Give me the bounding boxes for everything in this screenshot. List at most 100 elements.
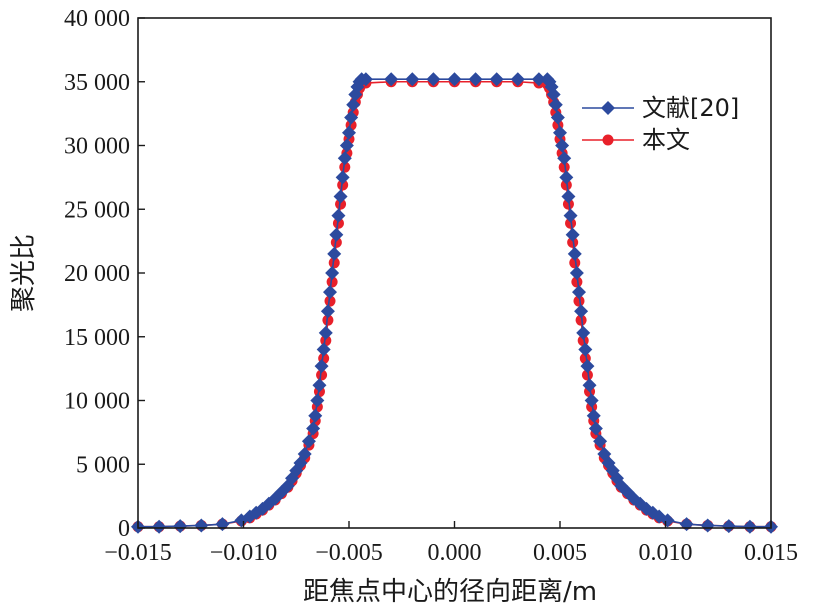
y-tick-label: 15 000 (64, 325, 130, 351)
x-tick-label: 0.010 (639, 540, 693, 566)
data-point (489, 72, 504, 87)
data-point (593, 434, 608, 449)
x-tick-label: 0.000 (428, 540, 482, 566)
data-point (575, 314, 587, 326)
data-point (569, 266, 584, 280)
data-point (297, 447, 312, 462)
data-point (405, 72, 420, 87)
data-point (344, 110, 359, 125)
data-point (316, 369, 328, 381)
y-axis-title: 聚光比 (9, 234, 39, 312)
data-point (562, 198, 574, 210)
data-point (573, 295, 585, 307)
data-point (318, 325, 333, 340)
data-point (333, 189, 348, 204)
data-point (721, 519, 736, 534)
data-point (329, 227, 344, 242)
data-point (173, 519, 188, 534)
data-point (531, 72, 546, 87)
data-point (327, 246, 342, 261)
data-point (569, 257, 581, 269)
x-tick-label: −0.015 (104, 540, 172, 566)
data-point (559, 170, 574, 185)
data-point (346, 97, 361, 112)
data-point (546, 87, 561, 102)
data-point (312, 378, 327, 393)
data-point (553, 125, 567, 140)
data-point (742, 519, 757, 534)
data-point (316, 342, 331, 357)
data-point (578, 342, 593, 357)
data-point (558, 161, 570, 173)
data-point (335, 170, 350, 185)
data-point (358, 72, 373, 87)
legend-entry: 本文 (582, 126, 690, 154)
data-point (700, 518, 715, 533)
data-point (576, 325, 591, 340)
data-point (561, 189, 576, 204)
data-point (330, 236, 342, 248)
y-tick-label: 5 000 (76, 452, 130, 478)
data-point (339, 138, 354, 153)
data-point (586, 408, 601, 423)
data-point (314, 359, 329, 374)
axis-ticks: −0.015 −0.010 −0.005 0.000 0.005 0.010 0.015 0 5… (64, 6, 798, 566)
data-point (555, 138, 570, 153)
data-point (557, 151, 572, 166)
data-point (468, 72, 483, 87)
y-tick-label: 25 000 (64, 197, 130, 223)
data-point (339, 161, 351, 173)
data-point (588, 421, 603, 436)
data-point (679, 517, 694, 532)
data-point (426, 72, 441, 87)
data-point (571, 285, 586, 300)
y-tick-label: 0 (118, 516, 130, 542)
y-tick-label: 35 000 (64, 70, 130, 96)
data-point (324, 295, 336, 307)
series-layer (131, 72, 778, 534)
data-point (323, 285, 338, 300)
data-point (574, 304, 589, 319)
data-point (567, 246, 582, 261)
y-tick-label: 10 000 (64, 389, 130, 415)
x-tick-label: 0.015 (744, 540, 798, 566)
data-point (325, 266, 340, 280)
legend-entry: 文献[20] (582, 94, 739, 122)
data-point (550, 110, 565, 125)
data-point (301, 434, 316, 449)
x-tick-label: −0.010 (210, 540, 278, 566)
data-point (384, 72, 399, 87)
legend-marker (602, 134, 614, 146)
data-point (337, 151, 352, 166)
x-tick-label: −0.005 (315, 540, 383, 566)
data-point (322, 314, 334, 326)
data-point (548, 97, 563, 112)
data-point (510, 72, 525, 87)
data-point (580, 359, 595, 374)
data-point (320, 304, 335, 319)
legend-marker (601, 101, 615, 115)
series-0 (131, 72, 778, 534)
data-point (335, 198, 347, 210)
x-tick-label: 0.005 (533, 540, 587, 566)
data-point (152, 519, 167, 534)
data-point (565, 217, 577, 229)
data-point (563, 208, 578, 223)
data-point (332, 217, 344, 229)
data-point (337, 179, 349, 191)
x-axis-title: 距焦点中心的径向距离/m (303, 577, 597, 607)
data-point (571, 276, 583, 288)
data-point (584, 393, 599, 408)
data-point (565, 227, 580, 242)
data-point (310, 393, 325, 408)
data-point (215, 517, 230, 532)
data-point (342, 125, 356, 140)
data-point (447, 72, 462, 87)
data-point (194, 518, 209, 533)
data-point (560, 179, 572, 191)
data-point (326, 276, 338, 288)
data-point (328, 257, 340, 269)
y-tick-label: 30 000 (64, 134, 130, 160)
data-point (581, 369, 593, 381)
